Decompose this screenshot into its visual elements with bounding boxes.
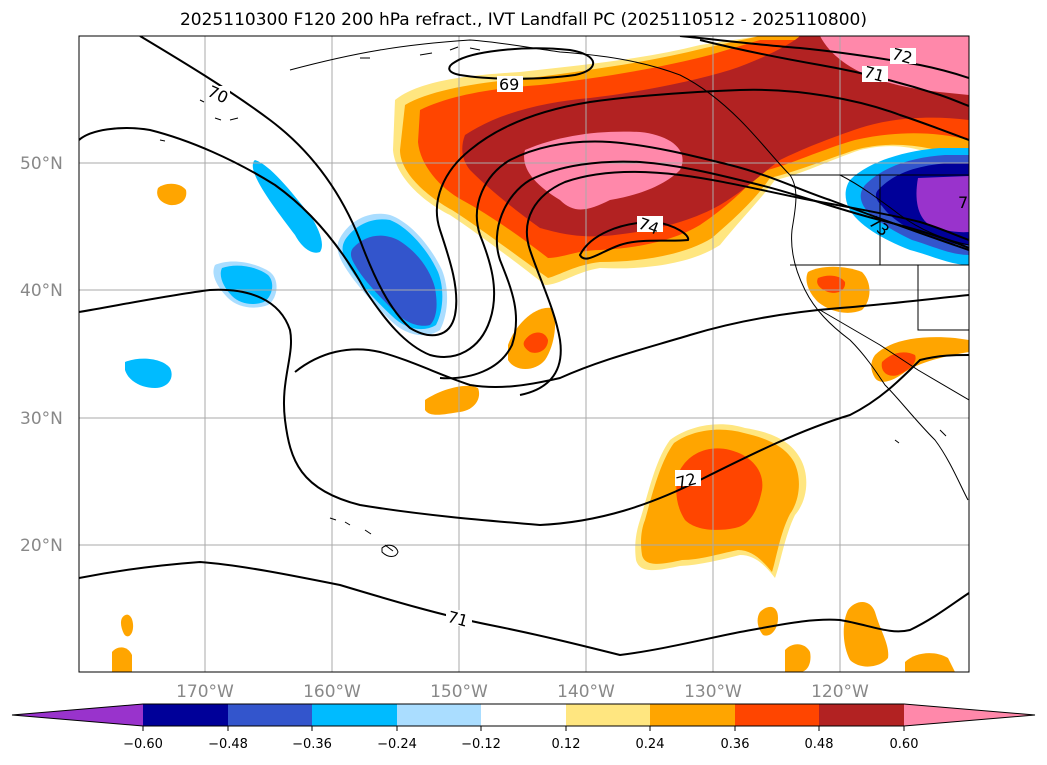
contour-label-72: 72 bbox=[674, 469, 699, 493]
contour-ne-71 bbox=[699, 39, 969, 107]
positive-region-small-west bbox=[157, 183, 187, 206]
positive-region-nevada-red bbox=[817, 275, 846, 293]
contour-label-69: 69 bbox=[499, 75, 519, 94]
latitude-labels: 50°N 40°N 30°N 20°N bbox=[20, 154, 63, 556]
positive-region-south-2 bbox=[785, 644, 811, 672]
colorbar: −0.60 −0.48 −0.36 −0.24 −0.12 0.12 0.24 … bbox=[11, 703, 1036, 752]
colorbar-segment-3 bbox=[312, 704, 397, 726]
lon-label-130: 130°W bbox=[684, 682, 742, 702]
contour-72-mid bbox=[294, 294, 969, 389]
contour-inner bbox=[519, 170, 969, 396]
contour-label-ne-71: 71 bbox=[862, 62, 887, 86]
lon-label-120: 120°W bbox=[811, 682, 869, 702]
colorbar-tick-0: −0.60 bbox=[123, 737, 163, 752]
negative-region-sw bbox=[125, 358, 172, 388]
lon-label-140: 140°W bbox=[557, 682, 615, 702]
positive-region-south-6 bbox=[120, 614, 134, 637]
colorbar-tick-2: −0.36 bbox=[292, 737, 332, 752]
positive-region-central-small-red bbox=[523, 332, 548, 353]
colorbar-segment-10 bbox=[904, 704, 1035, 726]
longitude-labels: 170°W 160°W 150°W 140°W 130°W 120°W bbox=[176, 682, 869, 702]
contour-mid bbox=[439, 160, 969, 380]
contour-70 bbox=[139, 36, 969, 337]
positive-region-south-1 bbox=[843, 602, 889, 667]
lat-label-30: 30°N bbox=[20, 409, 63, 429]
colorbar-segment-8 bbox=[735, 704, 819, 726]
contour-72-low bbox=[79, 288, 969, 527]
colorbar-tick-8: 0.48 bbox=[805, 737, 834, 752]
positive-region-subtropical-red bbox=[676, 448, 763, 530]
negative-region-nw bbox=[252, 160, 322, 253]
lat-label-40: 40°N bbox=[20, 281, 63, 301]
colorbar-tick-7: 0.36 bbox=[721, 737, 750, 752]
lon-label-150: 150°W bbox=[430, 682, 488, 702]
positive-region-north-pink bbox=[524, 131, 683, 210]
positive-region-south-3 bbox=[905, 653, 955, 672]
contour-ne-72 bbox=[679, 36, 969, 79]
colorbar-segment-4 bbox=[397, 704, 481, 726]
plot-frame bbox=[78, 35, 970, 673]
colorbar-segment-9 bbox=[819, 704, 904, 726]
colorbar-tick-9: 0.60 bbox=[890, 737, 919, 752]
contour-74 bbox=[578, 220, 690, 260]
colorbar-segment-6 bbox=[566, 704, 650, 726]
colorbar-segment-0 bbox=[12, 704, 143, 726]
colorbar-tick-4: −0.12 bbox=[461, 737, 501, 752]
lat-label-20: 20°N bbox=[20, 536, 63, 556]
contour-label-ne-72: 72 bbox=[890, 44, 915, 68]
contour-label-7: 7 bbox=[958, 193, 968, 212]
positive-region-hawaii-ne bbox=[425, 385, 480, 415]
negative-region-west-cyan bbox=[220, 265, 273, 304]
positive-region-south-5 bbox=[112, 647, 132, 672]
colorbar-segment-5 bbox=[481, 704, 566, 726]
graticule bbox=[79, 36, 969, 672]
colorbar-tick-5: 0.12 bbox=[552, 737, 581, 752]
map-title: 2025110300 F120 200 hPa refract., IVT La… bbox=[179, 10, 867, 30]
colorbar-tick-1: −0.48 bbox=[208, 737, 248, 752]
colorbar-tick-3: −0.24 bbox=[377, 737, 417, 752]
contour-69 bbox=[448, 47, 595, 80]
lat-label-50: 50°N bbox=[20, 154, 63, 174]
lon-label-170: 170°W bbox=[176, 682, 234, 702]
contour-west bbox=[79, 127, 969, 358]
negative-region-central-blue bbox=[350, 235, 437, 326]
colorbar-segment-7 bbox=[650, 704, 735, 726]
contour-label-71: 71 bbox=[446, 607, 471, 631]
contour-labels: 70 69 72 71 74 73 7 72 71 bbox=[205, 44, 968, 631]
lon-label-160: 160°W bbox=[303, 682, 361, 702]
colorbar-tick-6: 0.24 bbox=[636, 737, 665, 752]
colorbar-segment-2 bbox=[228, 704, 312, 726]
positive-region-ne-pink bbox=[820, 36, 969, 95]
negative-region-ne-purple bbox=[916, 176, 969, 233]
colorbar-segment-1 bbox=[143, 704, 228, 726]
positive-region-socal-red bbox=[881, 352, 916, 376]
contours bbox=[79, 36, 969, 657]
contour-71 bbox=[79, 560, 969, 657]
